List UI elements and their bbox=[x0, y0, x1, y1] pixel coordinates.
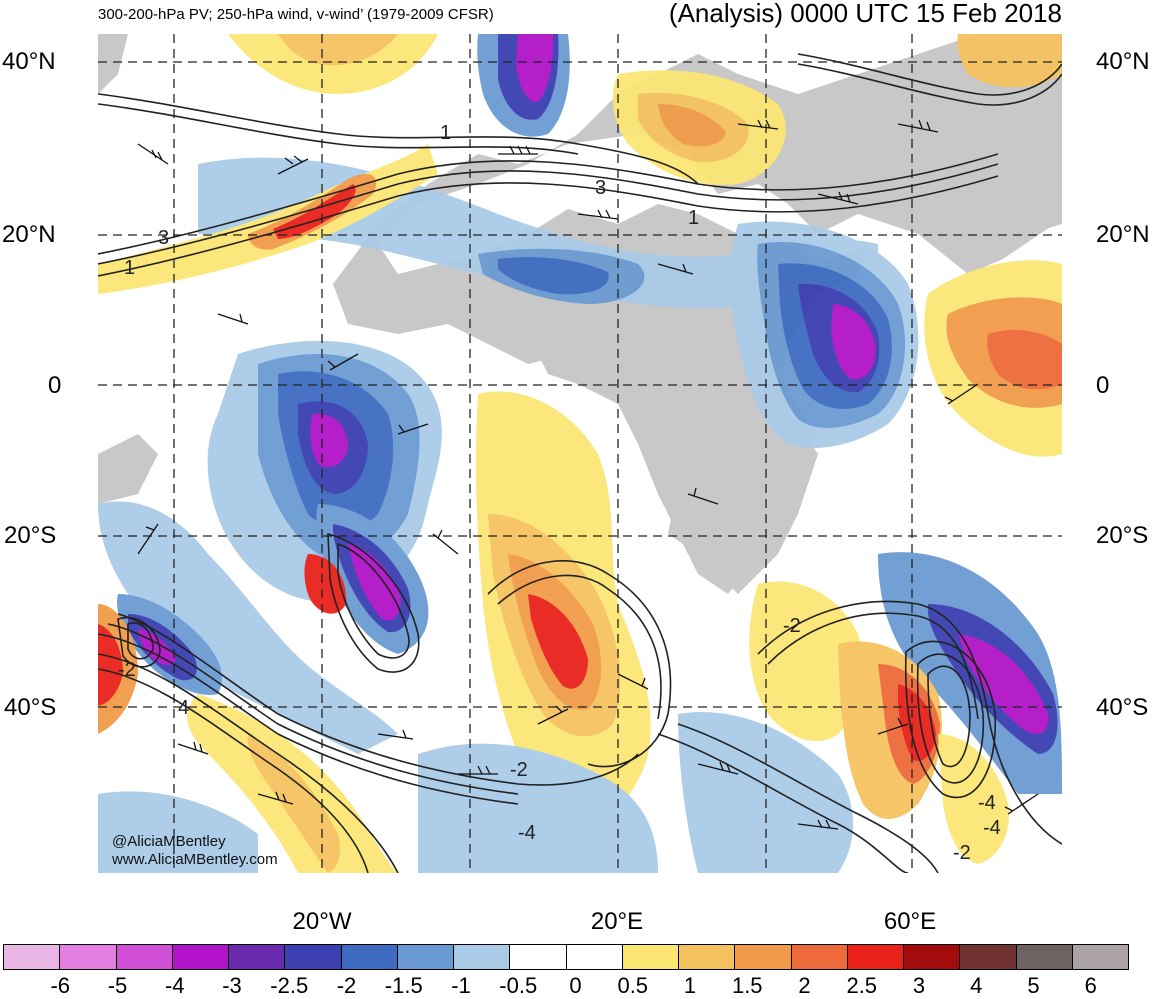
colorbar-swatch bbox=[3, 944, 61, 970]
map-subtitle: 300-200-hPa PV; 250-hPa wind, v-wind’ (1… bbox=[98, 6, 494, 23]
colorbar-tick-label: 1.5 bbox=[731, 973, 763, 998]
colorbar-tick-label: -1.5 bbox=[384, 973, 423, 998]
pv-map: 3 1 3 1 1 -2 -2 -4 -4 -2 -2 -4 4 bbox=[98, 34, 1062, 873]
colorbar-swatch bbox=[115, 944, 173, 970]
contour-label: 1 bbox=[440, 122, 451, 144]
colorbar-tick-label: -4 bbox=[164, 973, 185, 998]
map-title: (Analysis) 0000 UTC 15 Feb 2018 bbox=[668, 0, 1062, 28]
colorbar-swatch bbox=[903, 944, 961, 970]
colorbar-swatch bbox=[340, 944, 398, 970]
wind-contours bbox=[98, 53, 1062, 873]
colorbar-tick-label: 2.5 bbox=[846, 973, 878, 998]
colorbar-tick-label: -3 bbox=[222, 973, 242, 998]
colorbar-swatch bbox=[59, 944, 117, 970]
contour-labels: 3 1 3 1 1 -2 -2 -4 -4 -2 -2 -4 4 bbox=[118, 122, 1001, 864]
lat-label-20s-left: 20°S bbox=[4, 522, 57, 549]
credit-website: www.AliciaMBentley.com bbox=[111, 851, 278, 868]
credit-handle: @AliciaMBentley bbox=[112, 833, 226, 850]
contour-label: -2 bbox=[118, 659, 136, 681]
lat-label-20n-right: 20°N bbox=[1096, 221, 1150, 248]
colorbar-swatch bbox=[790, 944, 848, 970]
lat-label-40s-left: 40°S bbox=[4, 694, 57, 721]
lat-label-40n-right: 40°N bbox=[1096, 48, 1150, 75]
contour-label: -4 bbox=[983, 817, 1001, 839]
lat-label-20n-left: 20°N bbox=[2, 221, 56, 248]
colorbar-swatch bbox=[171, 944, 229, 970]
contour-label: -4 bbox=[978, 792, 996, 814]
colorbar-swatch bbox=[621, 944, 679, 970]
colorbar-tick-label: -1 bbox=[451, 973, 471, 998]
contour-label: 3 bbox=[158, 227, 169, 249]
contour-label: -2 bbox=[510, 759, 528, 781]
lat-lon-grid bbox=[98, 34, 1062, 873]
lon-label-60e: 60°E bbox=[883, 908, 937, 935]
colorbar-swatch bbox=[565, 944, 623, 970]
colorbar-tick-label: -2 bbox=[336, 973, 357, 998]
lat-label-eq-right: 0 bbox=[1096, 372, 1110, 399]
colorbar-tick-label: 6 bbox=[1084, 973, 1097, 998]
colorbar-swatch bbox=[396, 944, 454, 970]
lat-label-40s-right: 40°S bbox=[1096, 694, 1149, 721]
lon-label-20w: 20°W bbox=[292, 908, 352, 935]
colorbar-swatch bbox=[453, 944, 511, 970]
colorbar-swatch bbox=[509, 944, 567, 970]
colorbar-tick-label: -0.5 bbox=[499, 973, 538, 998]
contour-label: 1 bbox=[688, 207, 699, 229]
lat-label-40n-left: 40°N bbox=[2, 48, 56, 75]
colorbar-tick-label: -2.5 bbox=[270, 973, 309, 998]
lat-label-20s-right: 20°S bbox=[1096, 522, 1149, 549]
colorbar-tick-label: 3 bbox=[912, 973, 926, 998]
colorbar-tick-label: 4 bbox=[970, 973, 983, 998]
colorbar-tick-label: 0.5 bbox=[617, 973, 649, 998]
colorbar-tick-label: 1 bbox=[683, 973, 697, 998]
land-areas bbox=[98, 34, 1062, 594]
colorbar-swatch bbox=[846, 944, 904, 970]
colorbar-swatch bbox=[1071, 944, 1129, 970]
colorbar-tick-label: -6 bbox=[50, 973, 71, 998]
colorbar-tick-label: 5 bbox=[1027, 973, 1040, 998]
wind-barbs bbox=[137, 119, 1039, 830]
contour-label: 3 bbox=[595, 177, 606, 199]
contour-label: -4 bbox=[518, 822, 536, 844]
colorbar-swatch bbox=[228, 944, 286, 970]
colorbar-tick-label: -5 bbox=[107, 973, 128, 998]
colorbar-swatch bbox=[959, 944, 1017, 970]
colorbar-swatch bbox=[734, 944, 792, 970]
colorbar-swatch bbox=[284, 944, 342, 970]
colorbar-swatch bbox=[678, 944, 736, 970]
contour-label: -2 bbox=[783, 615, 801, 637]
lat-label-eq-left: 0 bbox=[48, 372, 62, 399]
colorbar-tick-label: 2 bbox=[798, 973, 811, 998]
contour-label: 1 bbox=[124, 257, 135, 279]
contour-label: 4 bbox=[178, 697, 189, 719]
contour-label: -2 bbox=[953, 842, 971, 864]
colorbar-tick-label: 0 bbox=[569, 973, 582, 998]
colorbar bbox=[3, 944, 1129, 970]
pv-map-graphic: 3 1 3 1 1 -2 -2 -4 -4 -2 -2 -4 4 bbox=[98, 34, 1062, 873]
lon-label-20e: 20°E bbox=[590, 908, 644, 935]
colorbar-swatch bbox=[1015, 944, 1073, 970]
